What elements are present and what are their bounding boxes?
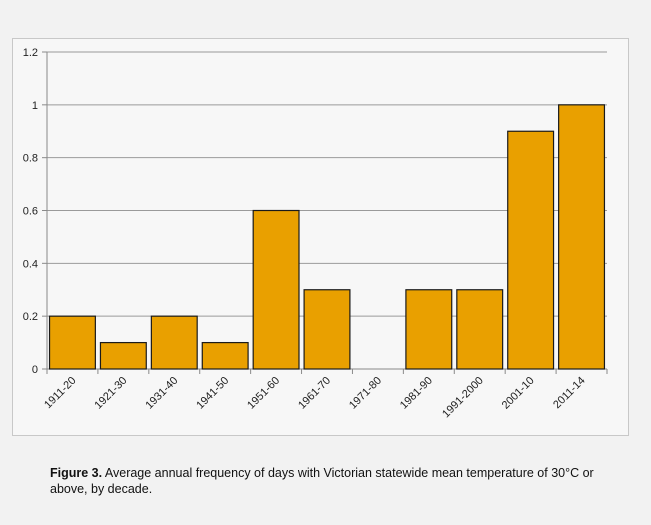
- y-tick-label: 0.4: [23, 258, 38, 270]
- y-tick-label: 0.2: [23, 311, 38, 323]
- bar-1921-30: [99, 341, 147, 370]
- x-tick-label: 1971-80: [347, 375, 384, 412]
- x-tick-label: 2001-10: [500, 375, 537, 412]
- caption-text: Average annual frequency of days with Vi…: [50, 466, 594, 496]
- x-tick-label: 1911-20: [42, 375, 78, 411]
- x-tick-label: 2011-14: [551, 375, 587, 411]
- y-tick-label: 0.6: [23, 206, 38, 218]
- bar-1931-40: [150, 315, 198, 370]
- x-tick-label: 1961-70: [296, 375, 333, 412]
- x-tick-label: 1951-60: [245, 375, 282, 412]
- bars: [48, 104, 606, 370]
- x-tick-label: 1931-40: [143, 375, 180, 412]
- bar-1951-60: [252, 209, 300, 370]
- x-tick-labels: 1911-20 1921-30 1931-40 1941-50 1951-60 1961-…: [42, 375, 588, 421]
- y-tick-label: 1: [32, 100, 38, 112]
- bar-chart: 00.20.40.60.811.2 1911-20 1921-30 1931-40 1…: [23, 47, 608, 421]
- x-tick-label: 1991-2000: [440, 375, 486, 421]
- bar-1981-90: [405, 289, 453, 370]
- bar-1961-70: [303, 289, 351, 370]
- y-tick-labels: 0 0.2 0.4 0.6 0.8 1 1.2: [23, 47, 38, 376]
- x-tick-label: 1981-90: [398, 375, 435, 412]
- y-tick-label: 0.8: [23, 153, 38, 165]
- figure-caption: Figure 3. Average annual frequency of da…: [50, 465, 620, 497]
- bar-2011-14: [558, 104, 606, 370]
- x-tick-label: 1941-50: [194, 375, 231, 412]
- y-tick-label: 0: [32, 364, 38, 376]
- caption-label: Figure 3.: [50, 466, 103, 480]
- x-tick-label: 1921-30: [92, 375, 129, 412]
- bar-1911-20: [48, 315, 96, 370]
- bar-1941-50: [201, 341, 249, 370]
- bar-2001-10: [507, 130, 555, 370]
- y-tick-label: 1.2: [23, 47, 38, 59]
- bar-1991-2000: [456, 289, 504, 370]
